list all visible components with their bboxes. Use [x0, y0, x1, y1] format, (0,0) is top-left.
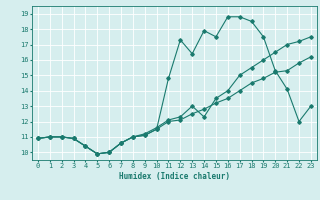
X-axis label: Humidex (Indice chaleur): Humidex (Indice chaleur)	[119, 172, 230, 181]
